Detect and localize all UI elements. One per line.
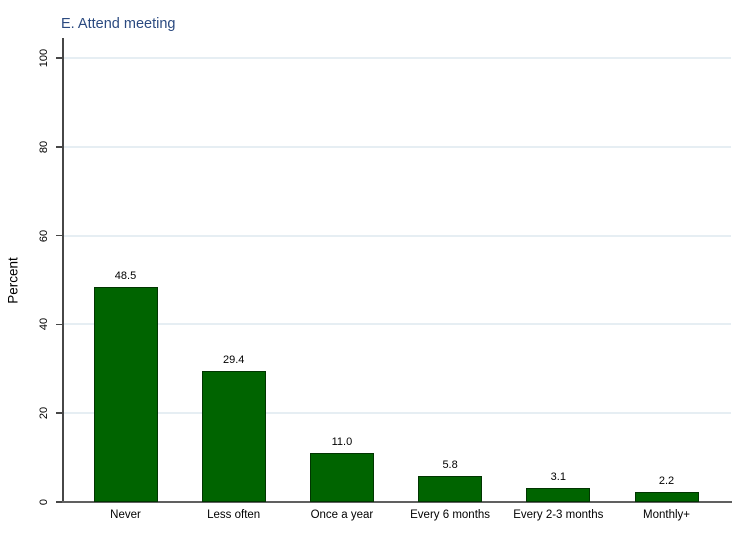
x-tick-label: Every 2-3 months: [513, 509, 604, 521]
bar-value-label: 48.5: [114, 269, 137, 282]
y-tick-label: 20: [38, 407, 50, 420]
gridline: [64, 412, 731, 415]
bar: [201, 371, 266, 502]
y-tick-label: 100: [38, 48, 50, 68]
gridline: [64, 234, 731, 237]
bar-value-label: 11.0: [331, 436, 353, 449]
x-tick-label: Once a year: [310, 509, 374, 521]
x-tick-label: Never: [110, 509, 141, 521]
y-tick-label: 80: [38, 140, 50, 153]
y-axis-line: [62, 38, 64, 503]
x-tick-label: Every 6 months: [410, 509, 491, 521]
bar-value-label: 5.8: [442, 459, 458, 472]
bar-value-label: 3.1: [550, 471, 566, 484]
y-tick-label: 40: [38, 318, 50, 331]
y-tick-mark: [56, 412, 62, 414]
y-tick-label: 0: [38, 498, 50, 506]
y-tick-mark: [56, 501, 62, 503]
y-tick-mark: [56, 57, 62, 59]
bar: [309, 453, 374, 502]
bar: [93, 286, 158, 502]
y-tick-mark: [56, 323, 62, 326]
bar: [418, 476, 483, 502]
chart-title: E. Attend meeting: [61, 16, 176, 32]
bar: [526, 488, 591, 502]
gridline: [64, 57, 731, 59]
bar-value-label: 2.2: [658, 475, 675, 488]
gridline: [64, 323, 731, 326]
y-axis-title: Percent: [5, 257, 21, 304]
bar: [634, 492, 699, 502]
x-axis-line: [62, 501, 732, 503]
y-tick-label: 60: [38, 229, 50, 242]
x-tick-label: Monthly+: [643, 509, 690, 521]
x-tick-label: Less often: [207, 509, 261, 521]
gridline: [64, 145, 731, 148]
y-tick-mark: [56, 234, 62, 237]
y-tick-mark: [56, 146, 62, 148]
bar-value-label: 29.4: [222, 354, 245, 367]
